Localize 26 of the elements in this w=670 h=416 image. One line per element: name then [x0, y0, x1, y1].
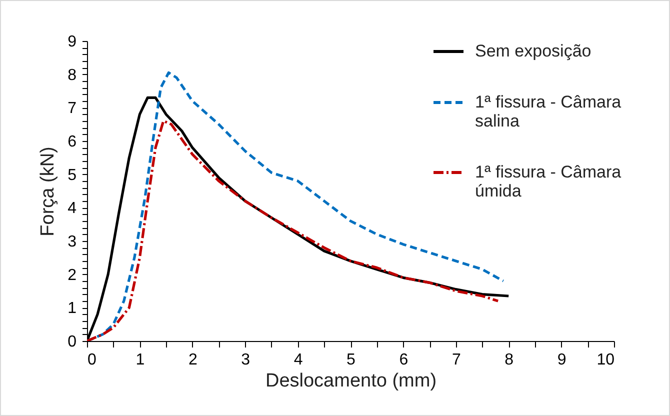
x-tick-label: 2	[188, 352, 198, 368]
y-tick-label: 6	[68, 134, 77, 150]
y-tick-label: 3	[68, 234, 77, 250]
x-tick-label: 7	[452, 352, 461, 368]
x-tick-label: 5	[346, 352, 356, 368]
y-tick-label: 1	[68, 300, 77, 318]
y-axis-title: Força (kN)	[38, 146, 59, 236]
x-tick-label: 1	[136, 352, 145, 368]
x-tick-label: 6	[399, 352, 408, 368]
x-tick-label: 9	[557, 352, 566, 368]
x-tick-label: 3	[241, 352, 250, 368]
y-tick-label: 7	[68, 100, 77, 118]
x-tick-label: 0	[88, 352, 96, 368]
y-tick-label: 8	[68, 66, 77, 84]
legend-label: 1ª fissura - Câmara úmida	[475, 162, 622, 200]
legend-label: Sem exposição	[475, 42, 592, 60]
y-tick-label: 5	[68, 166, 77, 184]
y-tick-label: 0	[68, 334, 77, 350]
x-axis-title: Deslocamento (mm)	[265, 370, 437, 392]
y-tick-label: 4	[68, 200, 77, 218]
x-tick-label: 8	[504, 352, 514, 368]
y-tick-label: 2	[68, 266, 77, 284]
x-tick-label: 4	[294, 352, 303, 368]
y-tick-label: 9	[68, 34, 77, 50]
legend-label: 1ª fissura - Câmara salina	[475, 92, 622, 130]
x-tick-label: 10	[596, 352, 615, 368]
